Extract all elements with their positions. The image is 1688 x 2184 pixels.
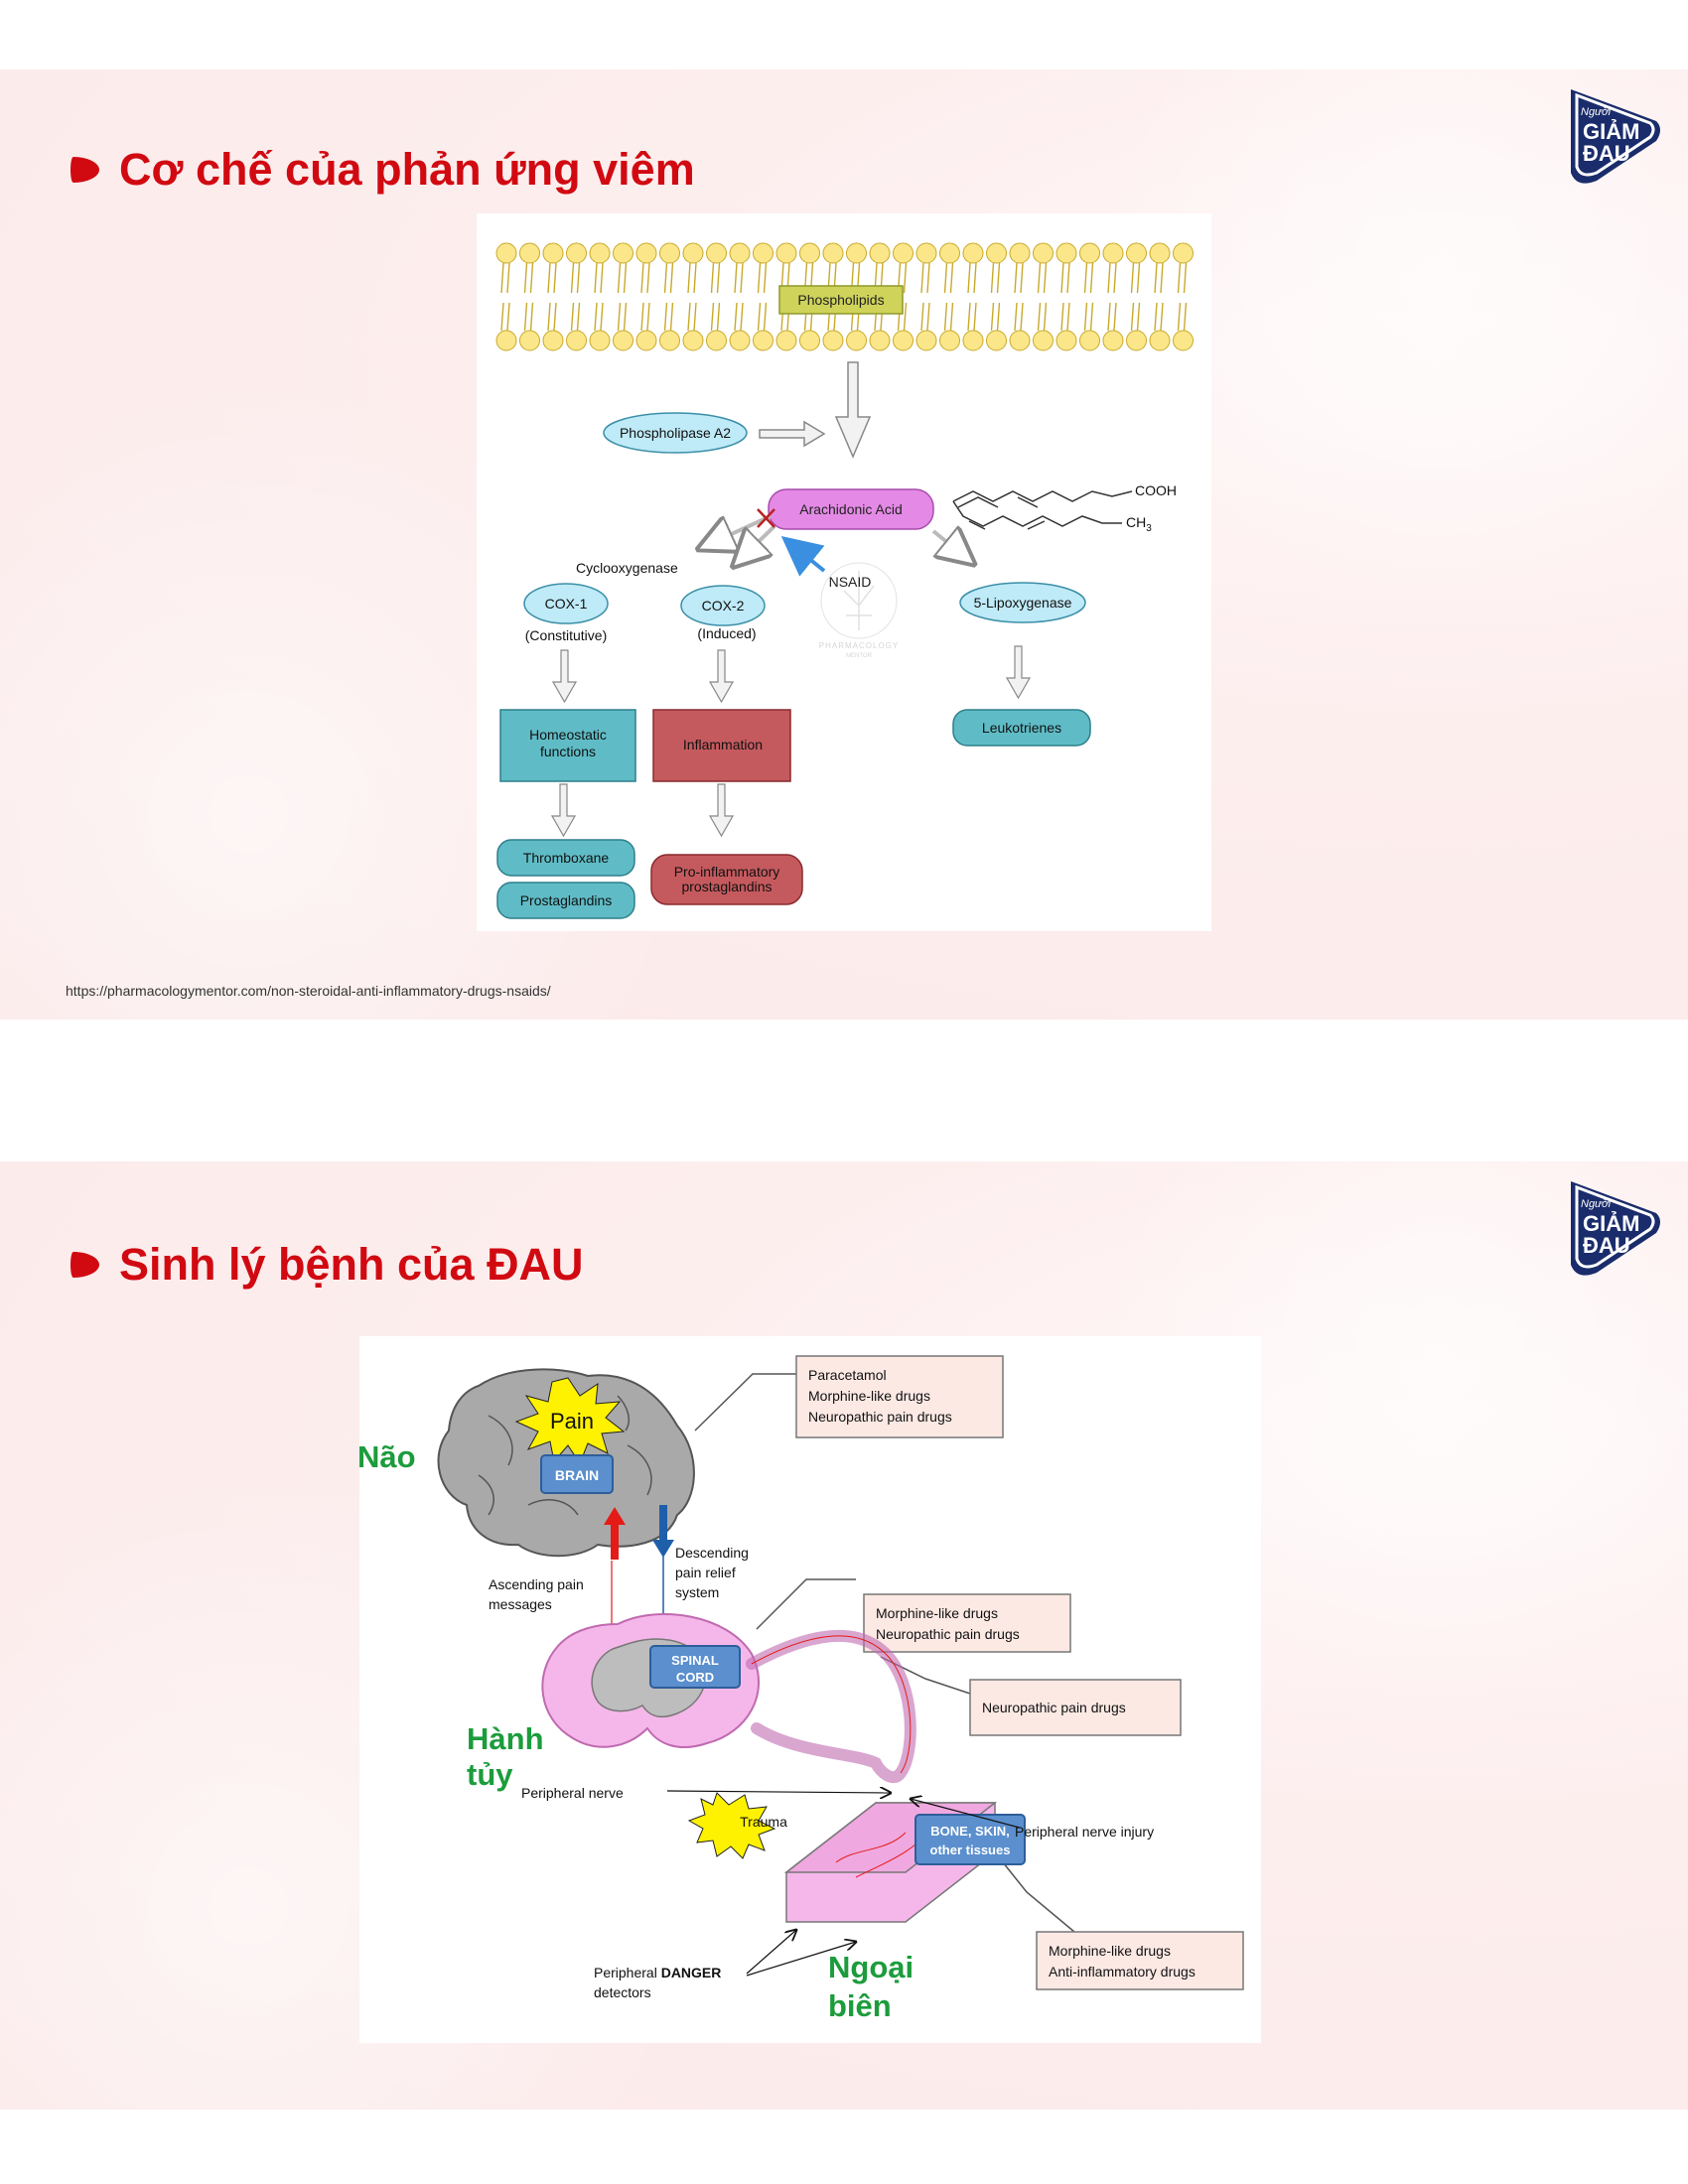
- slide-title: Cơ chế của phản ứng viêm: [68, 144, 695, 196]
- label-medulla-vn-2: tủy: [467, 1757, 513, 1792]
- slide-pain: Sinh lý bệnh của ĐAU Người GIẢM ĐAU Pain…: [0, 1161, 1688, 2110]
- nerve-icon: [746, 1629, 916, 1784]
- thromboxane-node: [496, 839, 635, 877]
- svg-text:BONE, SKIN,: BONE, SKIN,: [930, 1824, 1009, 1839]
- slide-title: Sinh lý bệnh của ĐAU: [68, 1239, 584, 1291]
- svg-text:Ascending pain: Ascending pain: [489, 1576, 584, 1592]
- spinal-cord-box: [649, 1645, 741, 1689]
- svg-text:Morphine-like drugs: Morphine-like drugs: [876, 1605, 998, 1621]
- svg-text:Pro-inflammatory: Pro-inflammatory: [674, 864, 780, 880]
- inflammation-diagram: Phospholipids Phospholipase A2 Arachidon…: [477, 213, 1211, 931]
- trauma-label: Trauma: [740, 1814, 787, 1830]
- svg-text:Descending: Descending: [675, 1545, 749, 1561]
- svg-text:ĐAU: ĐAU: [1583, 1233, 1630, 1258]
- drug-box-nerve: [969, 1679, 1182, 1736]
- svg-text:Inflammation: Inflammation: [683, 737, 763, 752]
- svg-text:pain relief: pain relief: [675, 1565, 736, 1580]
- slide-title-text: Cơ chế của phản ứng viêm: [119, 144, 695, 195]
- nsaid-arrow-icon: [780, 535, 826, 577]
- pain-pathway-diagram: Pain BRAIN Paracetamol Morphine-like dru…: [357, 1336, 1261, 2043]
- drug-box-spinal: [863, 1593, 1071, 1653]
- watermark-logo: PHARMACOLOGY MENTOR: [819, 562, 899, 659]
- svg-text:CORD: CORD: [676, 1670, 714, 1685]
- svg-text:COOH: COOH: [1135, 482, 1177, 498]
- label-peripheral-vn: Ngoại: [828, 1950, 914, 1984]
- svg-text:Leukotrienes: Leukotrienes: [982, 720, 1061, 736]
- svg-text:messages: messages: [489, 1596, 552, 1612]
- svg-text:Prostaglandins: Prostaglandins: [520, 892, 613, 908]
- cyclooxygenase-label: Cyclooxygenase: [576, 560, 678, 576]
- arrow-down-icon: [550, 645, 1032, 838]
- brain-box: [540, 1454, 614, 1494]
- lipoxygenase-node: [959, 582, 1086, 623]
- svg-text:COX-1: COX-1: [545, 596, 588, 612]
- danger-label: Peripheral DANGER: [594, 1965, 721, 1980]
- phospholipase-node: [603, 412, 748, 454]
- brand-logo: Người GIẢM ĐAU: [1571, 89, 1660, 184]
- svg-text:Arachidonic Acid: Arachidonic Acid: [799, 501, 903, 517]
- proinflammatory-node: [650, 854, 803, 905]
- leukotrienes-node: [952, 709, 1091, 747]
- source-link[interactable]: https://pharmacologymentor.com/non-stero…: [66, 983, 551, 999]
- svg-text:MENTOR: MENTOR: [846, 653, 873, 659]
- svg-text:ĐAU: ĐAU: [1583, 141, 1630, 166]
- cox2-node: [680, 585, 766, 626]
- bullet-icon: [70, 157, 99, 183]
- svg-text:Morphine-like drugs: Morphine-like drugs: [1049, 1943, 1171, 1959]
- arrow-down-icon: [834, 361, 872, 459]
- svg-text:Anti-inflammatory drugs: Anti-inflammatory drugs: [1049, 1964, 1196, 1979]
- label-medulla-vn: Hành: [467, 1721, 544, 1756]
- svg-text:COX-2: COX-2: [702, 598, 745, 614]
- peripheral-nerve-label: Peripheral nerve: [521, 1785, 624, 1801]
- inflammation-node: [652, 709, 791, 782]
- svg-text:5-Lipoxygenase: 5-Lipoxygenase: [974, 595, 1072, 611]
- svg-text:detectors: detectors: [594, 1984, 651, 2000]
- svg-text:BRAIN: BRAIN: [555, 1467, 599, 1483]
- svg-text:GIẢM: GIẢM: [1583, 119, 1639, 144]
- svg-text:SPINAL: SPINAL: [671, 1653, 719, 1668]
- inhibit-x-icon: [757, 508, 775, 528]
- svg-text:Paracetamol: Paracetamol: [808, 1367, 887, 1383]
- drug-box-brain: [795, 1355, 1004, 1438]
- nsaid-label: NSAID: [829, 574, 872, 590]
- drug-box-peripheral: [1036, 1931, 1244, 1990]
- bullet-icon: [70, 1252, 99, 1278]
- brand-logo: Người GIẢM ĐAU: [1571, 1181, 1660, 1276]
- svg-text:(Constitutive): (Constitutive): [525, 627, 607, 643]
- descending-arrow-icon: [652, 1505, 674, 1558]
- trauma-burst-icon: [687, 1792, 776, 1859]
- svg-text:prostaglandins: prostaglandins: [681, 879, 772, 894]
- svg-text:system: system: [675, 1584, 719, 1600]
- cox1-node: [523, 583, 609, 624]
- label-peripheral-vn-2: biên: [828, 1988, 892, 2023]
- svg-text:PHARMACOLOGY: PHARMACOLOGY: [819, 641, 899, 650]
- svg-text:Morphine-like drugs: Morphine-like drugs: [808, 1388, 930, 1404]
- svg-text:(Induced): (Induced): [697, 625, 756, 641]
- svg-text:Neuropathic pain drugs: Neuropathic pain drugs: [808, 1409, 952, 1425]
- slide-title-text: Sinh lý bệnh của ĐAU: [119, 1239, 584, 1290]
- pain-label: Pain: [550, 1409, 594, 1433]
- svg-text:CH3: CH3: [1126, 514, 1152, 534]
- svg-text:Neuropathic pain drugs: Neuropathic pain drugs: [982, 1700, 1126, 1715]
- ascending-arrow-icon: [604, 1507, 626, 1560]
- prostaglandins-node: [496, 882, 635, 919]
- svg-text:functions: functions: [540, 744, 596, 759]
- arachidonic-node: [768, 488, 934, 530]
- molecule-icon: [952, 490, 1133, 502]
- svg-text:Phospholipase A2: Phospholipase A2: [620, 425, 731, 441]
- homeostatic-node: [499, 709, 636, 782]
- svg-text:GIẢM: GIẢM: [1583, 1211, 1639, 1236]
- label-brain-vn: Não: [357, 1439, 416, 1474]
- svg-text:Người: Người: [1581, 106, 1612, 118]
- svg-text:Neuropathic pain drugs: Neuropathic pain drugs: [876, 1626, 1020, 1642]
- svg-text:other tissues: other tissues: [930, 1843, 1011, 1857]
- phospholipids-label: Phospholipids: [797, 292, 884, 308]
- arrow-right-icon: [759, 420, 826, 448]
- svg-text:Thromboxane: Thromboxane: [523, 850, 610, 866]
- slide-inflammation: Cơ chế của phản ứng viêm Người GIẢM ĐAU …: [0, 69, 1688, 1020]
- svg-text:Homeostatic: Homeostatic: [529, 727, 607, 743]
- svg-text:Người: Người: [1581, 1198, 1612, 1210]
- nerve-injury-label: Peripheral nerve injury: [1015, 1824, 1154, 1840]
